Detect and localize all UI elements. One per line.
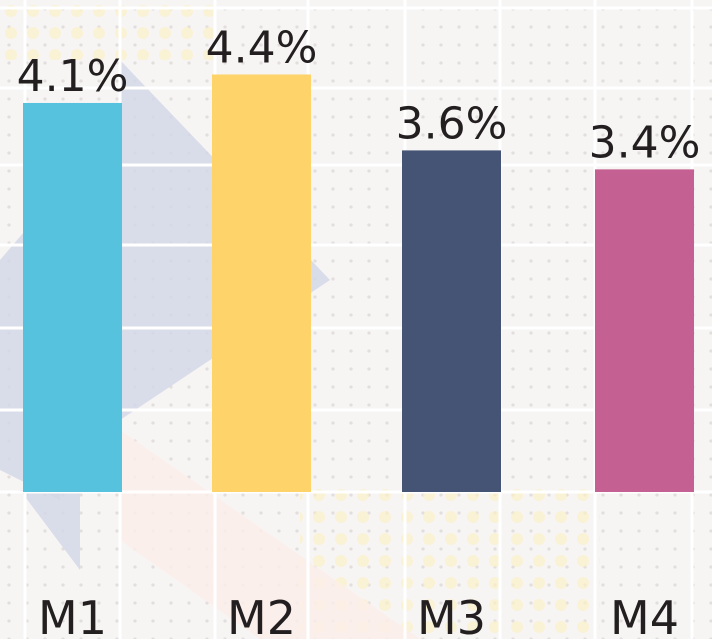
x-tick-label: M1 [38, 591, 107, 639]
x-tick-label: M4 [610, 591, 679, 639]
value-label: 4.4% [206, 22, 318, 73]
bar [212, 74, 311, 492]
value-label: 4.1% [17, 51, 129, 102]
value-label: 3.6% [396, 98, 508, 149]
x-tick-label: M3 [417, 591, 486, 639]
bar [595, 169, 694, 492]
bar [23, 102, 122, 492]
bar [402, 150, 501, 492]
value-label: 3.4% [589, 117, 701, 168]
x-tick-label: M2 [227, 591, 296, 639]
